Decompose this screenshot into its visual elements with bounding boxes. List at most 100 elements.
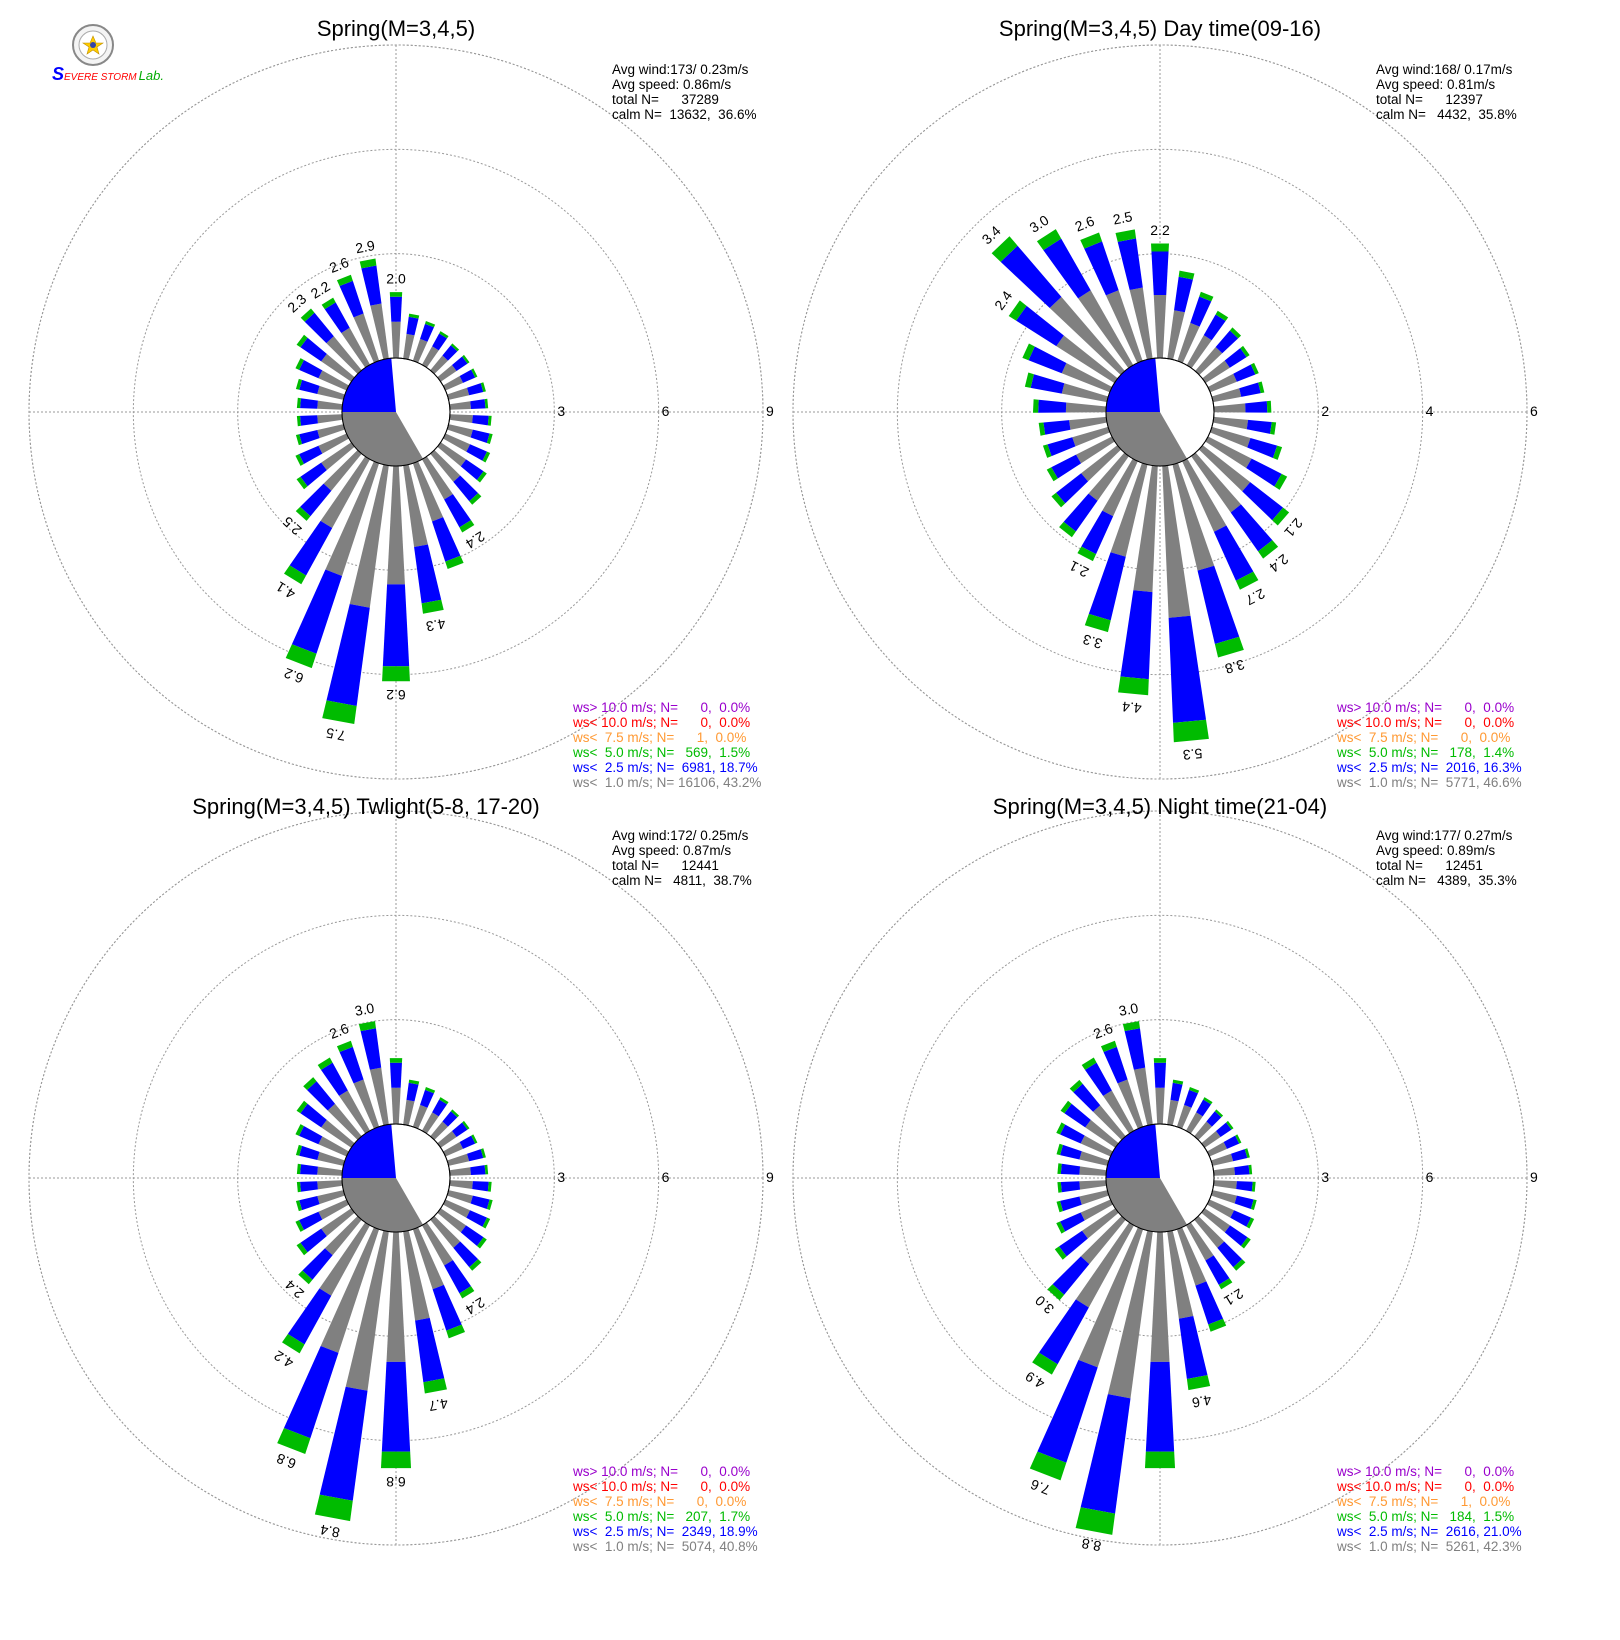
petal-label: 4.7 [427,1395,449,1414]
petal-segment [442,1111,458,1127]
petal-segment [1079,1151,1109,1166]
petal-segment [1060,1196,1082,1212]
petal-segment [447,1190,473,1204]
petal-segment [1205,1255,1230,1285]
petal-segment [1077,546,1097,562]
petal-segment [1194,1121,1212,1141]
petal-segment [1133,1067,1153,1126]
petal-segment [299,445,323,464]
petal-segment [1079,1190,1109,1205]
petal-segment [1186,1222,1214,1261]
petal-segment [353,313,380,363]
petal-segment [1212,416,1249,430]
petal-segment [470,1195,490,1210]
petal-segment [296,1100,308,1114]
petal-segment [430,449,461,482]
petal-segment [1210,426,1251,448]
petal-segment [296,476,308,490]
petal-segment [321,297,336,310]
petal-segment [1186,1375,1211,1391]
petal-segment [339,1090,370,1134]
petal-segment [1247,438,1278,458]
petal-segment [449,1180,473,1190]
petal-segment [1230,504,1273,552]
petal-segment [1060,1100,1072,1114]
petal-segment [1028,346,1067,374]
petal-segment [1272,445,1283,460]
petal-segment [466,444,488,461]
petal-segment [1117,1079,1144,1129]
petal-segment [422,1112,439,1134]
petal-segment [470,399,486,409]
petal-segment [300,415,318,426]
petal-segment [1080,1394,1131,1514]
petal-segment [449,414,473,424]
petal-segment [317,1166,343,1176]
petal-segment [1176,1227,1207,1286]
petal-segment [321,1062,348,1096]
petal-segment [1047,437,1076,457]
petal-segment [1172,1079,1184,1085]
petal-segment [1056,1122,1066,1135]
petal-segment [459,520,475,533]
petal-segment [1065,402,1107,413]
petal-segment [1084,613,1111,633]
legend-entry: ws> 10.0 m/s; N= 0, 0.0% [1336,700,1514,715]
stats-line: total N= 37289 [612,92,719,107]
petal-segment [412,1227,444,1290]
petal-segment [437,442,467,467]
petal-segment [1266,400,1272,413]
petal-segment [1060,1181,1081,1193]
calm-slice [1106,1124,1160,1178]
petal-segment [1088,452,1129,501]
petal-segment [300,398,318,409]
calm-outline [341,1123,451,1233]
petal-segment [1105,290,1143,364]
petal-segment [1043,420,1071,435]
petal-segment [1226,1120,1234,1130]
petal-segment [1251,1181,1256,1192]
petal-segment [1272,507,1290,526]
petal-segment [1194,1215,1225,1248]
petal-segment [403,333,415,360]
petal-segment [1049,296,1125,375]
petal-segment [320,1227,380,1353]
petal-segment [450,343,460,352]
petal-segment [317,385,345,400]
petal-segment [1046,467,1058,482]
petal-label: 2.6 [1073,212,1097,234]
petal-segment [1162,465,1191,618]
petal-segment [1081,510,1114,555]
petal-segment [317,1180,343,1190]
petal-label: 3.8 [1223,656,1246,677]
petal-segment [1217,1241,1243,1268]
petal-segment [359,258,377,269]
petal-segment [1117,238,1143,290]
petal-label: 3.0 [1026,212,1051,236]
petal-segment [430,1215,461,1248]
petal-segment [1206,1111,1222,1127]
petal-segment [1167,310,1185,360]
petal-label: 4.9 [1022,1368,1047,1392]
petal-segment [1229,327,1242,339]
petal-segment [1085,1062,1112,1096]
petal-label: 2.1 [1221,1285,1246,1309]
petal-segment [482,451,491,463]
petal-segment [1056,1143,1063,1156]
stats-line: total N= 12441 [612,858,719,873]
petal-segment [453,475,479,502]
petal-segment [1056,473,1089,504]
petal-segment [445,555,464,570]
petal-label: 3.0 [1117,1000,1139,1019]
petal-segment [1075,1222,1134,1308]
petal-segment [295,1220,304,1232]
petal-segment [389,1058,403,1063]
stats-line: calm N= 4389, 35.3% [1376,873,1517,888]
legend-entry: ws< 5.0 m/s; N= 184, 1.5% [1336,1509,1514,1524]
petal-segment [1080,1135,1113,1157]
petal-segment [1167,1099,1179,1126]
petal-segment [447,1153,470,1166]
petal-segment [487,415,492,426]
petal-segment [341,327,370,368]
petal-segment [1211,1153,1234,1166]
